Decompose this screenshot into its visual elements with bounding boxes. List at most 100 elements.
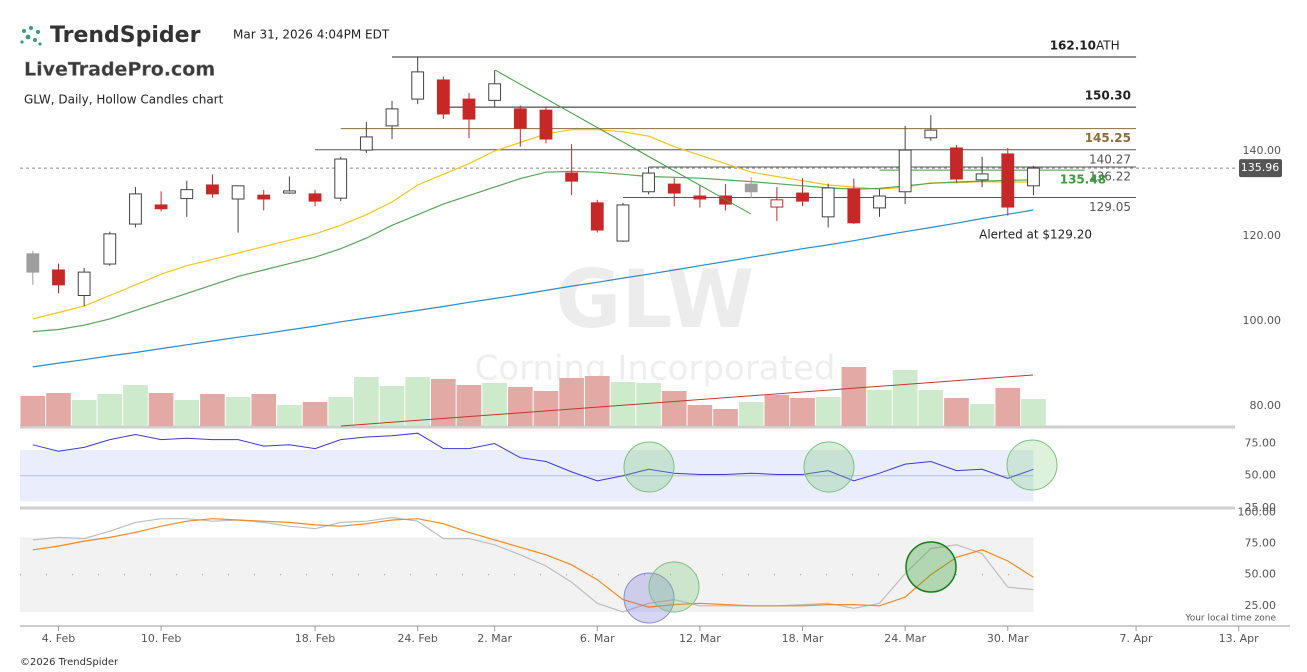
volume-bar	[97, 394, 123, 426]
volume-bar	[328, 397, 354, 426]
signal-circle	[803, 441, 855, 493]
trend-line	[494, 69, 752, 215]
candle-body	[103, 233, 117, 265]
candle-body	[796, 192, 809, 202]
volume-bar	[507, 387, 533, 426]
volume-bar	[533, 391, 559, 426]
signal-circle	[1006, 439, 1058, 491]
x-tick-label: 18. Feb	[295, 632, 335, 645]
volume-bar	[123, 385, 148, 426]
volume-bar	[302, 402, 328, 426]
candle-body	[462, 98, 476, 120]
volume-bar	[687, 405, 713, 426]
level-label: 145.25	[1085, 131, 1131, 145]
candle-body	[770, 199, 784, 208]
volume-bar	[251, 394, 277, 426]
volume-bar	[405, 377, 431, 426]
volume-bar	[867, 390, 892, 426]
volume-bar	[200, 394, 225, 426]
rsi-tick-label: 25.00	[1245, 501, 1277, 514]
stochastic-tick-label: 25.00	[1245, 599, 1277, 612]
candle-body	[359, 136, 373, 151]
volume-bar	[738, 402, 764, 426]
timezone-note: Your local time zone	[1184, 614, 1276, 624]
volume-trend-line	[340, 374, 1034, 427]
candle-body	[334, 158, 348, 199]
volume-bar	[610, 382, 636, 426]
volume-bar	[482, 383, 507, 426]
candle-body	[975, 173, 989, 181]
stochastic-tick-label: 50.00	[1245, 568, 1277, 581]
x-tick-label: 30. Mar	[987, 632, 1029, 645]
candle-body	[873, 195, 886, 209]
candle-body	[616, 204, 630, 242]
level-label: 136.22	[1089, 170, 1131, 184]
partner-logo: LiveTradePro.com	[24, 59, 215, 81]
volume-bar	[71, 400, 97, 426]
candle-body	[411, 71, 425, 100]
candle-body	[590, 202, 604, 231]
volume-bar	[841, 367, 867, 426]
candle-body	[898, 149, 912, 193]
watermark: GLW	[556, 253, 755, 346]
y-tick-label: 100.00	[1243, 314, 1282, 327]
x-tick-label: 18. Mar	[782, 632, 824, 645]
signal-circle	[623, 441, 675, 493]
candle-body	[26, 253, 40, 273]
candle-body	[282, 190, 296, 194]
volume-bar	[713, 409, 738, 426]
candle-body	[1027, 167, 1040, 187]
x-tick-label: 24. Mar	[884, 632, 926, 645]
level-label: 162.10	[1050, 39, 1096, 53]
candle-body	[385, 108, 399, 127]
candle-body	[231, 185, 245, 200]
candle-body	[77, 271, 91, 296]
x-tick-label: 4. Feb	[42, 632, 75, 645]
stochastic-tick-label: 100.00	[1238, 505, 1277, 518]
signal-circle	[905, 541, 957, 593]
plot: 4. Feb 10. Feb 18. Feb 24. Feb 2. Mar 6. Mar 1…	[20, 39, 1290, 645]
candle-body	[950, 147, 963, 180]
candle-body	[154, 204, 168, 210]
x-tick-label: 10. Feb	[141, 632, 181, 645]
copyright: ©2026 TrendSpider	[20, 657, 119, 668]
volume-bar	[995, 388, 1021, 426]
y-tick-label: 120.00	[1243, 229, 1282, 242]
candle-body	[847, 188, 861, 224]
volume-bar	[559, 378, 584, 426]
stochastic-tick-label: 75.00	[1245, 537, 1277, 550]
candle-body	[1001, 153, 1015, 208]
candle-body	[667, 183, 681, 194]
stochastic-line	[32, 518, 1034, 608]
chart-title: GLW, Daily, Hollow Candles chart	[24, 93, 224, 107]
candle-body	[642, 172, 655, 193]
brand: TrendSpider	[50, 23, 201, 48]
x-tick-label: 2. Mar	[477, 632, 512, 645]
last-price-label: 135.96	[1241, 161, 1280, 174]
volume-bar	[174, 400, 200, 426]
y-tick-label: 80.00	[1250, 399, 1282, 412]
candle-body	[436, 79, 450, 115]
candle-body	[744, 183, 758, 193]
signal-circle	[648, 561, 700, 613]
last-price-box	[1239, 159, 1282, 178]
volume-bar	[944, 398, 969, 426]
volume-bar	[225, 397, 251, 426]
volume-bar	[20, 396, 46, 426]
logo-icon	[20, 26, 42, 46]
candle-body	[206, 184, 219, 195]
candle-body	[513, 108, 527, 129]
volume-bar	[148, 393, 174, 426]
candle-body	[257, 194, 271, 200]
level-label: 129.05	[1089, 200, 1131, 214]
alert-text: Alerted at $129.20	[979, 228, 1092, 242]
volume-bar	[379, 386, 405, 426]
candle-body	[924, 129, 938, 139]
volume-bar	[815, 397, 841, 426]
volume-bar	[636, 383, 661, 426]
volume-bar	[584, 376, 610, 426]
x-tick-label: 13. Apr	[1219, 632, 1259, 645]
y-tick-label: 140.00	[1243, 144, 1282, 157]
moving-average	[32, 170, 1034, 333]
